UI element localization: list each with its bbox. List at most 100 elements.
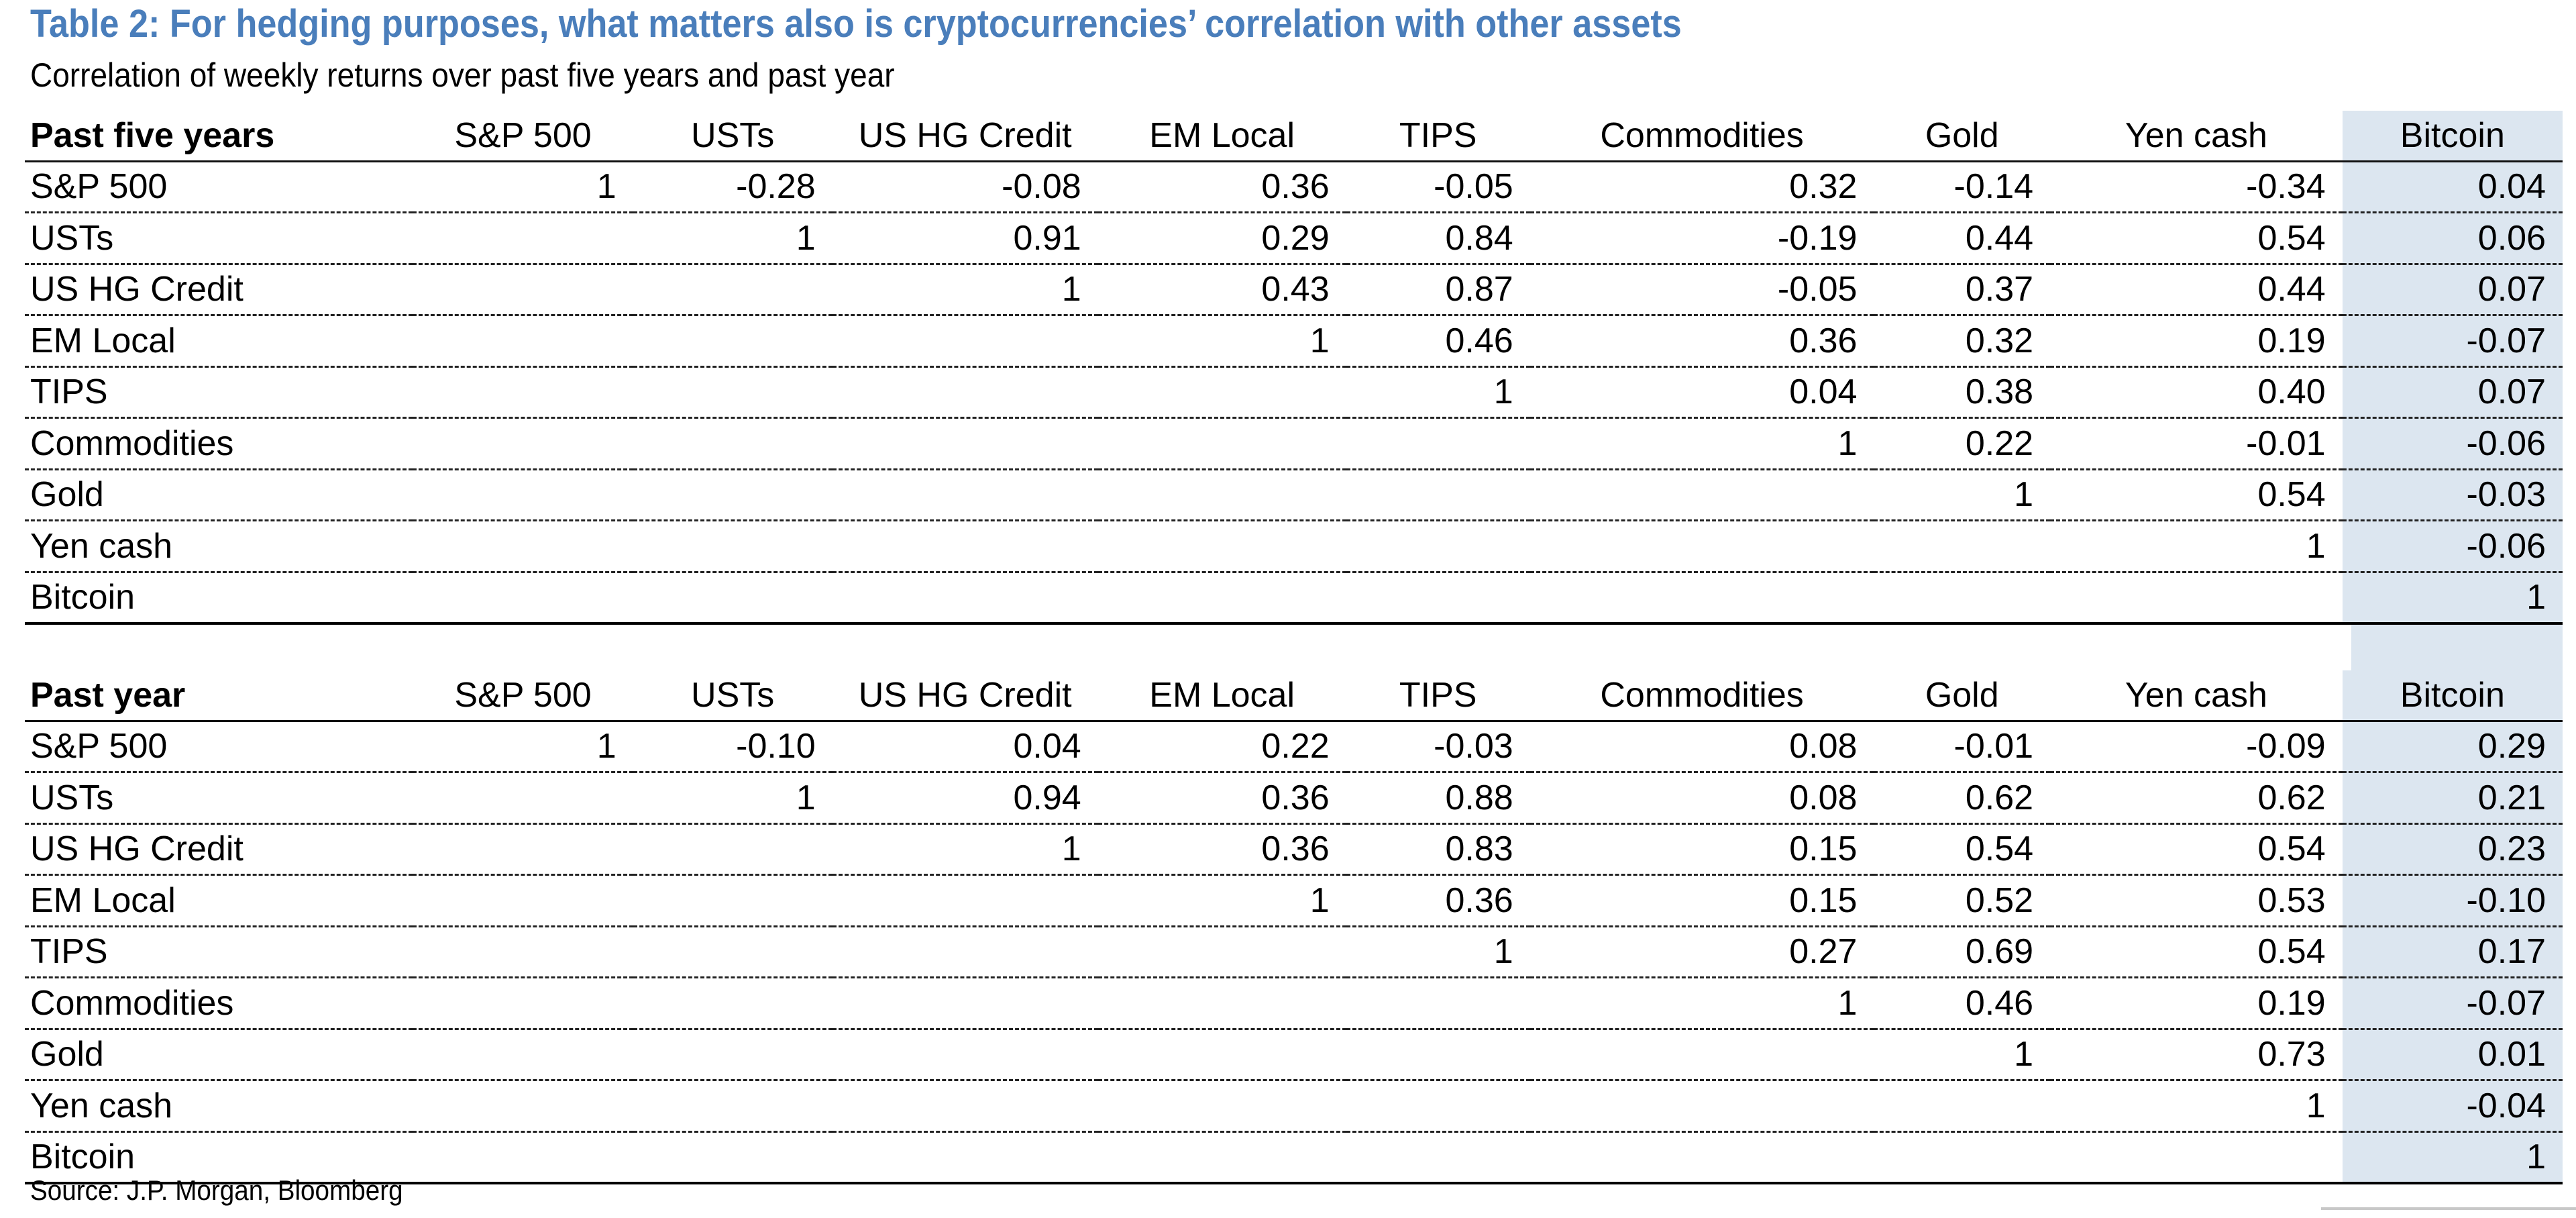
- column-header: Yen cash: [2050, 111, 2343, 162]
- header-row: Past five years S&P 500 USTs US HG Credit EM…: [25, 111, 2563, 162]
- correlation-cell: 0.04: [1529, 366, 1874, 419]
- row-label: TIPS: [25, 926, 413, 978]
- correlation-cell: 0.06: [2342, 212, 2563, 265]
- correlation-cell: [832, 926, 1098, 978]
- correlation-cell: 0.07: [2342, 366, 2563, 419]
- correlation-cell: 0.53: [2050, 874, 2343, 927]
- correlation-cell: -0.08: [832, 161, 1098, 213]
- column-header: Commodities: [1529, 670, 1874, 722]
- column-header: TIPS: [1346, 111, 1530, 162]
- correlation-cell: 0.15: [1529, 823, 1874, 876]
- correlation-cell: [832, 315, 1098, 368]
- correlation-cell: [1097, 1131, 1346, 1184]
- table-row: Gold 1 0.73 0.01: [25, 1029, 2563, 1081]
- correlation-cell: 0.07: [2342, 264, 2563, 316]
- correlation-cell: 0.44: [1874, 212, 2051, 265]
- row-label: Yen cash: [25, 520, 413, 573]
- correlation-cell: 1: [832, 823, 1098, 876]
- correlation-cell: 0.04: [2342, 161, 2563, 213]
- correlation-cell: 0.08: [1529, 721, 1874, 773]
- correlation-cell: 0.32: [1529, 161, 1874, 213]
- correlation-cell: [413, 1131, 633, 1184]
- correlation-cell: [1346, 469, 1530, 521]
- correlation-cell: -0.09: [2050, 721, 2343, 773]
- correlation-cell: 1: [1346, 366, 1530, 419]
- row-label: Commodities: [25, 417, 413, 470]
- correlation-cell: [413, 977, 633, 1030]
- correlation-cell: [1097, 1080, 1346, 1133]
- correlation-cell: 1: [1874, 469, 2051, 521]
- correlation-cell: -0.05: [1346, 161, 1530, 213]
- correlation-cell: 1: [1874, 1029, 2051, 1081]
- correlation-cell: [633, 823, 833, 876]
- correlation-cell: -0.28: [633, 161, 833, 213]
- correlation-cell: [1346, 520, 1530, 573]
- column-header: S&P 500: [413, 111, 633, 162]
- table-row: Yen cash 1 -0.06: [25, 520, 2563, 573]
- correlation-cell: [1346, 1080, 1530, 1133]
- correlation-cell: [633, 977, 833, 1030]
- correlation-cell: 1: [832, 264, 1098, 316]
- row-label: US HG Credit: [25, 823, 413, 876]
- correlation-cell: [1529, 520, 1874, 573]
- correlation-cell: 0.36: [1097, 772, 1346, 825]
- correlation-cell: -0.03: [1346, 721, 1530, 773]
- correlation-cell: [633, 520, 833, 573]
- correlation-cell: [633, 1080, 833, 1133]
- correlation-cell: [633, 315, 833, 368]
- table-row: Yen cash 1 -0.04: [25, 1080, 2563, 1133]
- correlation-cell: -0.01: [1874, 721, 2051, 773]
- section-label: Past five years: [25, 111, 413, 162]
- correlation-cell: [1529, 1080, 1874, 1133]
- correlation-cell: -0.34: [2050, 161, 2343, 213]
- table-subtitle: Correlation of weekly returns over past …: [30, 56, 895, 94]
- table-row: US HG Credit 1 0.43 0.87 -0.05 0.37 0.44 0.07: [25, 264, 2563, 316]
- correlation-cell: [1097, 572, 1346, 625]
- correlation-cell: 1: [2050, 1080, 2343, 1133]
- correlation-cell: [413, 1080, 633, 1133]
- correlation-cell: [1874, 572, 2051, 625]
- correlation-cell: 0.91: [832, 212, 1098, 265]
- table-row: Commodities 1 0.22 -0.01 -0.06: [25, 417, 2563, 470]
- table-row: S&P 500 1 -0.28 -0.08 0.36 -0.05 0.32 -0.14 -0.3…: [25, 161, 2563, 213]
- correlation-cell: 0.38: [1874, 366, 2051, 419]
- column-header: S&P 500: [413, 670, 633, 722]
- correlation-cell: [1529, 469, 1874, 521]
- correlation-cell: 0.54: [2050, 823, 2343, 876]
- correlation-cell: [2050, 572, 2343, 625]
- correlation-cell: [1529, 1131, 1874, 1184]
- correlation-cell: 0.36: [1097, 161, 1346, 213]
- table-title: Table 2: For hedging purposes, what matt…: [30, 2, 1682, 46]
- correlation-cell: [1529, 1029, 1874, 1081]
- correlation-cell: -0.03: [2342, 469, 2563, 521]
- correlation-cell: 1: [1529, 417, 1874, 470]
- divider: [2321, 1207, 2576, 1210]
- table-row: TIPS 1 0.04 0.38 0.40 0.07: [25, 366, 2563, 419]
- correlation-cell: 0.84: [1346, 212, 1530, 265]
- correlation-cell: 0.43: [1097, 264, 1346, 316]
- column-header: EM Local: [1097, 670, 1346, 722]
- correlation-cell: [413, 212, 633, 265]
- column-header: US HG Credit: [832, 670, 1098, 722]
- row-label: S&P 500: [25, 161, 413, 213]
- row-label: Commodities: [25, 977, 413, 1030]
- column-header: Bitcoin: [2342, 670, 2563, 722]
- table-row: TIPS 1 0.27 0.69 0.54 0.17: [25, 926, 2563, 978]
- correlation-cell: -0.04: [2342, 1080, 2563, 1133]
- correlation-cell: 1: [2050, 520, 2343, 573]
- correlation-cell: [413, 417, 633, 470]
- correlation-cell: 0.54: [2050, 469, 2343, 521]
- correlation-cell: 1: [633, 772, 833, 825]
- correlation-cell: [1097, 926, 1346, 978]
- table-row: EM Local 1 0.36 0.15 0.52 0.53 -0.10: [25, 874, 2563, 927]
- correlation-cell: [832, 366, 1098, 419]
- correlation-cell: [633, 1029, 833, 1081]
- correlation-cell: -0.07: [2342, 315, 2563, 368]
- row-label: Bitcoin: [25, 572, 413, 625]
- correlation-cell: [832, 520, 1098, 573]
- correlation-cell: [2050, 1131, 2343, 1184]
- correlation-cell: [1874, 1080, 2051, 1133]
- row-label: USTs: [25, 772, 413, 825]
- correlation-cell: 0.54: [2050, 212, 2343, 265]
- correlation-cell: 0.46: [1346, 315, 1530, 368]
